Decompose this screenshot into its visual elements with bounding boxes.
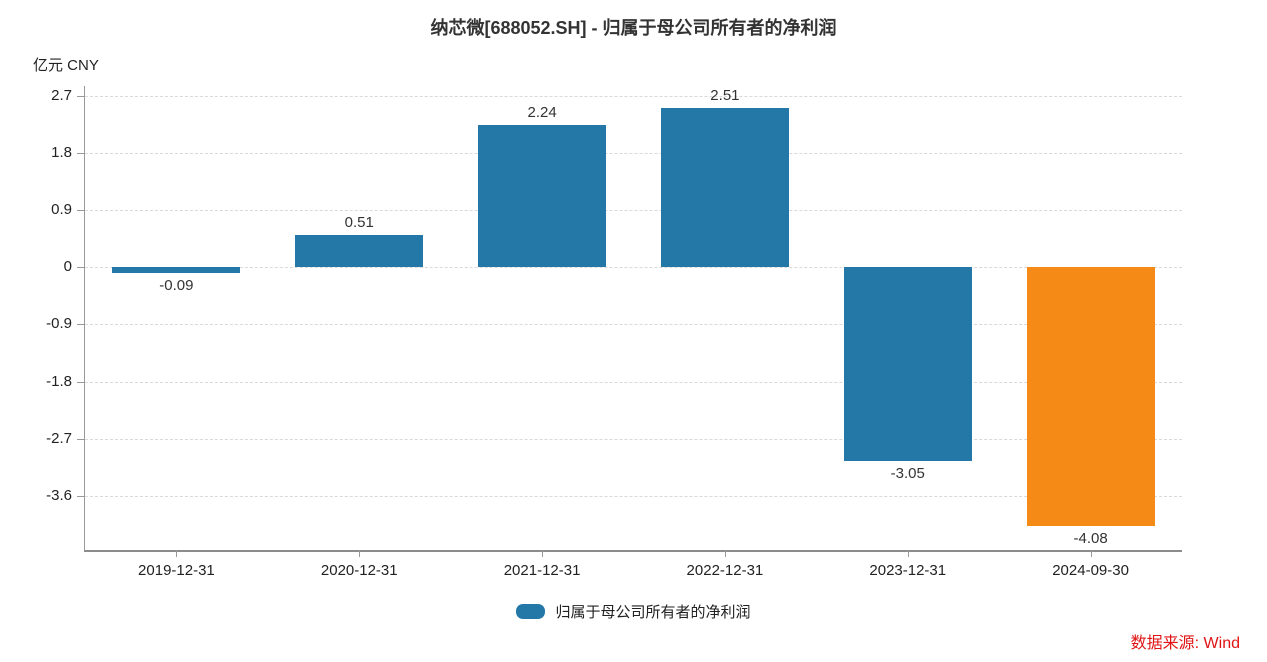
x-axis-category-label: 2024-09-30	[1052, 562, 1129, 579]
y-axis-tick-label: -3.6	[46, 487, 72, 505]
bar[interactable]	[295, 234, 424, 268]
y-axis-tick-label: -2.7	[46, 429, 72, 447]
bar-value-label: 0.51	[344, 213, 374, 231]
bar-value-label: 2.24	[527, 103, 557, 121]
x-axis-category-label: 2022-12-31	[686, 562, 764, 579]
y-axis-tick-label: 1.8	[51, 143, 72, 161]
gridline	[85, 152, 1182, 154]
data-source-note: 数据来源: Wind	[1130, 635, 1240, 652]
bar[interactable]	[478, 124, 607, 268]
gridline	[85, 438, 1182, 440]
x-axis-tick	[1090, 550, 1092, 557]
y-axis-unit-label: 亿元 CNY	[33, 57, 99, 74]
y-axis-tick	[77, 209, 85, 211]
y-axis-tick-label: -0.9	[46, 315, 72, 333]
y-axis-tick	[77, 95, 85, 97]
bar[interactable]	[112, 267, 241, 273]
x-axis-tick	[907, 550, 909, 557]
y-axis-tick-label: 0.9	[51, 201, 72, 219]
bar[interactable]	[1026, 267, 1155, 527]
legend-swatch-icon	[516, 604, 546, 619]
y-axis-tick	[77, 324, 85, 326]
y-axis-tick	[77, 152, 85, 154]
x-axis-category-label: 2020-12-31	[320, 562, 398, 579]
y-axis-tick-label: 2.7	[51, 86, 72, 104]
y-axis-tick	[77, 267, 85, 269]
gridline	[85, 324, 1182, 326]
gridline	[85, 95, 1182, 97]
x-axis-category-label: 2019-12-31	[138, 562, 215, 579]
x-axis-category-label: 2023-12-31	[869, 562, 947, 579]
legend-label: 归属于母公司所有者的净利润	[555, 604, 751, 621]
gridline	[85, 267, 1182, 269]
bar-value-label: -4.08	[1073, 530, 1108, 548]
gridline	[85, 381, 1182, 383]
gridline	[85, 209, 1182, 211]
y-axis-tick	[77, 495, 85, 497]
x-axis-tick	[176, 550, 178, 557]
y-axis-tick-label: 0	[63, 258, 72, 276]
bar[interactable]	[660, 107, 789, 268]
x-axis-category-label: 2021-12-31	[503, 562, 581, 579]
x-axis-tick	[542, 550, 544, 557]
x-axis-tick	[724, 550, 726, 557]
y-axis-tick-label: -1.8	[46, 372, 72, 390]
plot-area: 2.7 1.8 0.9 0 -0.9 -1.8 -2.7 -3.6 -0.09 2019-12-3…	[46, 86, 1182, 579]
y-axis-tick	[77, 381, 85, 383]
chart-title: 纳芯微[688052.SH] - 归属于母公司所有者的净利润	[430, 18, 837, 38]
legend: 归属于母公司所有者的净利润	[0, 601, 1267, 622]
bar[interactable]	[843, 267, 972, 461]
gridline	[85, 495, 1182, 497]
bar-value-label: -3.05	[890, 465, 925, 482]
x-axis-tick	[359, 550, 361, 557]
bar-value-label: -0.09	[159, 276, 194, 294]
y-axis-tick	[77, 438, 85, 440]
bar-value-label: 2.51	[710, 86, 740, 104]
